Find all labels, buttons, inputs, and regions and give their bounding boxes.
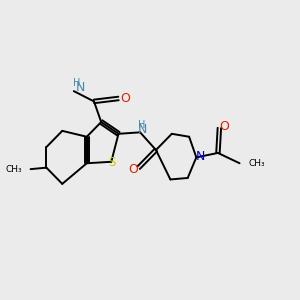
Text: N: N xyxy=(196,150,205,163)
Text: N: N xyxy=(76,81,85,94)
Text: O: O xyxy=(220,120,230,133)
Text: N: N xyxy=(138,123,147,136)
Text: S: S xyxy=(109,156,116,169)
Text: O: O xyxy=(120,92,130,105)
Text: H: H xyxy=(138,120,145,130)
Text: O: O xyxy=(128,163,138,176)
Text: CH₃: CH₃ xyxy=(248,159,265,168)
Text: CH₃: CH₃ xyxy=(5,165,22,174)
Text: H: H xyxy=(73,78,80,88)
